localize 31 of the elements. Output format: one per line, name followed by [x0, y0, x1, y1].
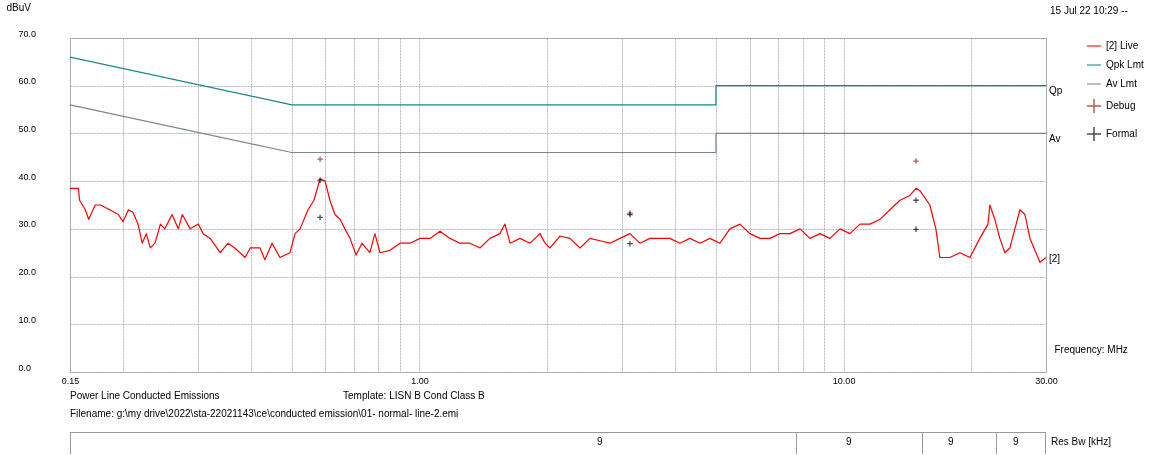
x-axis-title: Frequency: MHz: [1054, 343, 1128, 355]
y-tick-label: 30.0: [18, 219, 37, 230]
text: 9: [1013, 436, 1019, 447]
text: Power Line Conducted Emissions: [70, 390, 220, 401]
text: 9: [948, 436, 954, 447]
text: Qp: [1049, 85, 1063, 96]
legend-label: Qpk Lmt: [1106, 59, 1145, 70]
y-tick-label: 0.0: [18, 362, 32, 373]
x-tick-label: 30.00: [1035, 375, 1058, 386]
legend-label: Debug: [1106, 100, 1136, 111]
x-tick-label: 1.00: [411, 375, 429, 386]
y-tick-label: 40.0: [18, 171, 37, 182]
text: 9: [597, 436, 603, 447]
y-axis-title: dBuV: [6, 1, 32, 13]
text: Template: LISN B Cond Class B: [343, 390, 485, 401]
y-tick-label: 10.0: [18, 314, 37, 325]
legend-label: [2] Live: [1106, 40, 1139, 51]
y-tick-label: 50.0: [18, 123, 37, 134]
legend-label: Formal: [1106, 128, 1138, 139]
y-tick-label: 70.0: [18, 28, 37, 39]
text: 9: [846, 436, 852, 447]
text: 15 Jul 22 10:29 --: [1050, 5, 1128, 16]
y-tick-label: 20.0: [18, 267, 37, 278]
text: Res Bw [kHz]: [1051, 436, 1112, 447]
y-tick-label: 60.0: [18, 76, 37, 87]
legend-label: Av Lmt: [1106, 78, 1138, 89]
text: Av: [1049, 133, 1061, 144]
text: Filename: g:\my drive\2022\sta-22021143\ce\conducted emission\01- normal- line-2.emi: [70, 408, 459, 419]
x-tick-label: 0.15: [61, 375, 80, 386]
x-tick-label: 10.00: [832, 375, 856, 386]
text: [2]: [1049, 253, 1061, 264]
